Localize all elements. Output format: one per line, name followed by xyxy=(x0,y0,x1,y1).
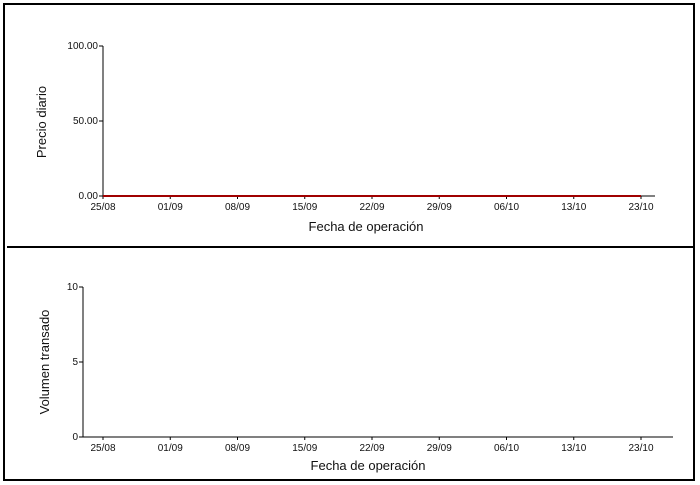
price-x-tick-label: 08/09 xyxy=(225,202,250,213)
volume-x-tick-label: 25/08 xyxy=(90,443,115,454)
price-x-tick-label: 01/09 xyxy=(158,202,183,213)
volume-y-axis-title: Volumen transado xyxy=(37,310,52,415)
price-x-tick-label: 13/10 xyxy=(561,202,586,213)
price-x-tick-label: 29/09 xyxy=(427,202,452,213)
volume-x-tick-label: 01/09 xyxy=(158,443,183,454)
price-y-tick-label: 50.00 xyxy=(73,116,98,127)
price-x-axis-title: Fecha de operación xyxy=(309,219,424,234)
price-y-tick-label: 0.00 xyxy=(79,191,99,202)
volume-x-tick-label: 22/09 xyxy=(359,443,384,454)
volume-y-tick-label: 0 xyxy=(72,432,78,443)
price-x-tick-label: 06/10 xyxy=(494,202,519,213)
volume-y-tick-label: 10 xyxy=(67,282,79,293)
price-y-axis-title: Precio diario xyxy=(34,86,49,158)
volume-x-tick-label: 06/10 xyxy=(494,443,519,454)
volume-x-axis-title: Fecha de operación xyxy=(311,458,426,473)
price-x-tick-label: 22/09 xyxy=(359,202,384,213)
volume-x-tick-label: 08/09 xyxy=(225,443,250,454)
price-x-tick-label: 23/10 xyxy=(628,202,653,213)
volume-x-tick-label: 15/09 xyxy=(292,443,317,454)
volume-x-tick-label: 29/09 xyxy=(427,443,452,454)
panel-divider xyxy=(7,246,695,248)
volume-y-tick-label: 5 xyxy=(72,357,78,368)
volume-x-tick-label: 13/10 xyxy=(561,443,586,454)
price-y-tick-label: 100.00 xyxy=(67,41,98,52)
chart-frame xyxy=(3,3,695,481)
price-x-tick-label: 25/08 xyxy=(90,202,115,213)
price-x-tick-label: 15/09 xyxy=(292,202,317,213)
volume-x-tick-label: 23/10 xyxy=(628,443,653,454)
